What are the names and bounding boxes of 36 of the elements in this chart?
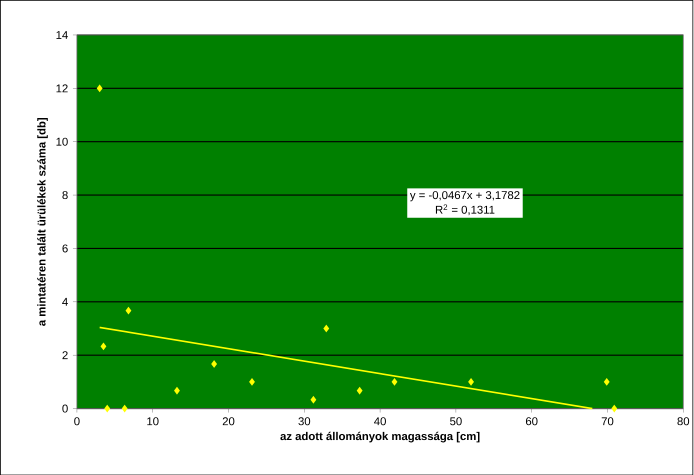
y-tick-label: 10 — [56, 137, 68, 146]
point — [126, 306, 132, 314]
y-tick-label: 12 — [56, 84, 68, 92]
point — [211, 360, 217, 368]
x-tick-label: 30 — [298, 417, 310, 426]
x-tick-label: 10 — [147, 417, 159, 426]
x-tick-label: 60 — [526, 417, 538, 426]
y-tick-label: 2 — [62, 351, 68, 359]
point — [104, 404, 110, 412]
point — [100, 342, 106, 350]
x-tick-label: 50 — [450, 417, 462, 426]
y-axis-title: a mintatéren talált ürülékek száma [db] — [37, 118, 48, 326]
x-tick-label: 0 — [74, 417, 80, 426]
x-axis-title: az adott állományok magassága [cm] — [280, 432, 480, 442]
point — [174, 386, 180, 394]
point — [249, 378, 255, 386]
x-tick-label: 80 — [677, 417, 690, 426]
point — [310, 396, 316, 404]
point — [611, 404, 618, 412]
y-tick-label: 0 — [62, 404, 68, 412]
point — [122, 404, 128, 412]
point — [96, 84, 103, 92]
point — [323, 324, 330, 332]
y-tick-label: 8 — [62, 190, 68, 199]
y-tick-label: 6 — [62, 244, 68, 252]
x-tick-label: 20 — [222, 417, 234, 426]
point — [356, 386, 362, 394]
annotation: R$^{2}$ = 0,1311 — [436, 204, 494, 215]
y-tick-label: 4 — [62, 298, 68, 306]
x-tick-label: 40 — [374, 417, 386, 426]
point — [468, 378, 474, 386]
point — [604, 378, 610, 386]
annotation: y = -0,0467x + 3,1782 — [410, 190, 520, 202]
point — [392, 378, 398, 386]
y-tick-label: 14 — [56, 30, 68, 39]
x-tick-label: 70 — [602, 417, 614, 426]
